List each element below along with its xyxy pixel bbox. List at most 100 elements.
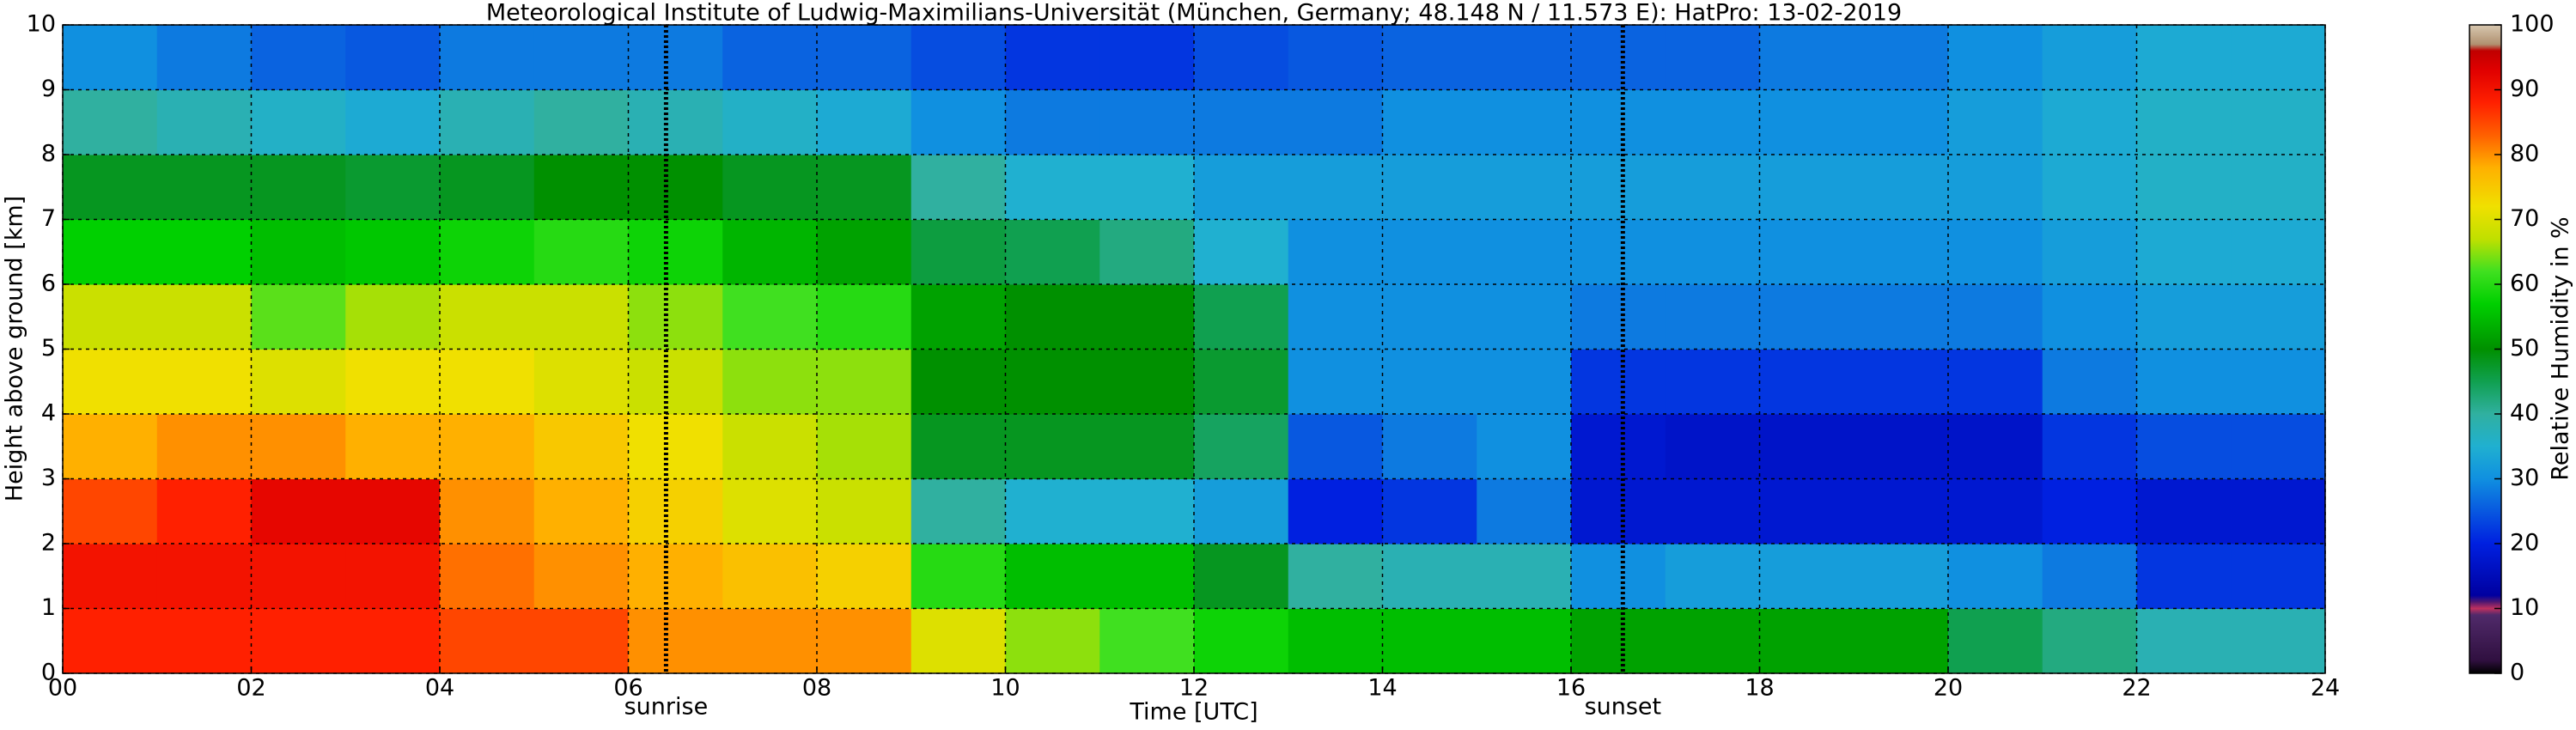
y-tick-label: 7 [41, 205, 56, 232]
heat-cell [1477, 284, 1572, 350]
heat-cell [156, 284, 252, 350]
heat-cell [533, 544, 629, 609]
heat-cell [2136, 608, 2232, 674]
heat-cell [910, 155, 1006, 220]
heat-cell [1759, 608, 1854, 674]
y-tick-label: 3 [41, 465, 56, 491]
heat-cell [345, 25, 441, 90]
heat-cell [722, 478, 818, 544]
heat-cell [628, 219, 723, 285]
heat-cell [440, 414, 535, 479]
y-axis-label: Height above ground [km] [2, 196, 28, 502]
heat-cell [533, 608, 629, 674]
heat-cell [1854, 25, 1949, 90]
x-tick-label: 22 [2122, 675, 2151, 702]
heat-cell [1005, 25, 1100, 90]
heat-cell [1948, 219, 2043, 285]
colorbar-tick-label: 60 [2510, 271, 2539, 297]
heat-cell [63, 349, 158, 415]
heat-cell [1477, 608, 1572, 674]
y-tick-label: 8 [41, 141, 56, 167]
heat-cell [1477, 89, 1572, 155]
heat-cell [1854, 544, 1949, 609]
heat-cell [251, 155, 346, 220]
heat-cell [345, 284, 441, 350]
x-tick-label: 10 [990, 675, 1020, 702]
heat-cell [1194, 25, 1289, 90]
colorbar-tick-label: 50 [2510, 335, 2539, 362]
heat-cell [1477, 219, 1572, 285]
heat-cell [1571, 25, 1666, 90]
heat-cell [1099, 414, 1195, 479]
heat-cell [1759, 478, 1854, 544]
x-tick-label: 14 [1367, 675, 1397, 702]
heat-cell [2136, 349, 2232, 415]
heat-cell [2136, 478, 2232, 544]
y-tick-label: 9 [41, 76, 56, 102]
heat-cell [1948, 349, 2043, 415]
colorbar-tick-label: 90 [2510, 76, 2539, 102]
heat-cell [1194, 608, 1289, 674]
heat-cell [910, 89, 1006, 155]
heat-cell [345, 478, 441, 544]
heat-cell [1759, 349, 1854, 415]
heat-cell [628, 349, 723, 415]
heat-cell [1005, 478, 1100, 544]
heat-cell [2042, 155, 2137, 220]
plot-frame [62, 24, 2326, 674]
heat-cell [1854, 155, 1949, 220]
heat-cell [817, 219, 912, 285]
heat-cell [628, 414, 723, 479]
heat-cell [910, 544, 1006, 609]
heat-cell [251, 478, 346, 544]
heat-cell [63, 608, 158, 674]
x-tick-label: 16 [1556, 675, 1586, 702]
heat-cell [156, 219, 252, 285]
heat-cell [1759, 25, 1854, 90]
heat-cell [251, 608, 346, 674]
heat-cell [910, 349, 1006, 415]
colorbar-tick-label: 20 [2510, 530, 2539, 557]
heat-cell [1948, 478, 2043, 544]
heat-cell [1194, 155, 1289, 220]
heat-cell [533, 155, 629, 220]
x-tick-label: 18 [1745, 675, 1774, 702]
heat-cell [1382, 349, 1477, 415]
heat-cell [156, 414, 252, 479]
heat-cell [1382, 155, 1477, 220]
heat-cell [533, 478, 629, 544]
y-tick-label: 0 [41, 660, 56, 686]
heat-cell [1194, 219, 1289, 285]
heat-cell [2042, 478, 2137, 544]
heat-cell [440, 608, 535, 674]
heat-cell [1194, 478, 1289, 544]
heat-cell [2231, 155, 2326, 220]
heat-cell [722, 219, 818, 285]
heat-cell [2231, 284, 2326, 350]
heat-cell [440, 89, 535, 155]
x-tick-label: 00 [48, 675, 77, 702]
heat-cell [1948, 89, 2043, 155]
heat-cell [1571, 608, 1666, 674]
heat-cell [1665, 155, 1760, 220]
x-tick-label: 12 [1179, 675, 1209, 702]
x-tick-label: 04 [425, 675, 454, 702]
heat-cell [156, 349, 252, 415]
heat-cell [63, 155, 158, 220]
heat-cell [156, 478, 252, 544]
heat-cell [1854, 414, 1949, 479]
heat-cell [817, 349, 912, 415]
heat-cell [1382, 478, 1477, 544]
heat-cell [1948, 155, 2043, 220]
overlay [62, 24, 2326, 674]
colorbar-label: Relative Humidity in % [2548, 216, 2574, 480]
heat-cell [156, 155, 252, 220]
heat-cell [1477, 25, 1572, 90]
y-tick-label: 10 [27, 11, 56, 38]
colorbar-tick-label: 70 [2510, 205, 2539, 232]
heat-cell [440, 544, 535, 609]
heat-cell [722, 89, 818, 155]
colorbar-tick-label: 10 [2510, 594, 2539, 621]
heat-cell [1665, 219, 1760, 285]
